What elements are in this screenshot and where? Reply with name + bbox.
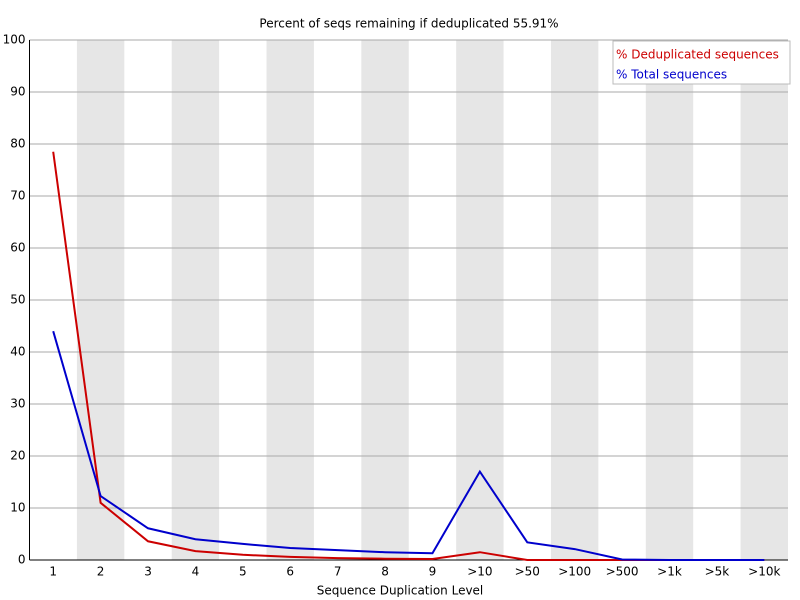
x-tick-label: 2 xyxy=(97,565,105,579)
y-tick-label: 60 xyxy=(10,241,25,255)
y-tick-label: 50 xyxy=(10,293,25,307)
x-tick-label: 6 xyxy=(286,565,294,579)
y-tick-label: 80 xyxy=(10,137,25,151)
x-tick-label: 4 xyxy=(192,565,200,579)
x-tick-label: 7 xyxy=(334,565,342,579)
x-tick-label: >10k xyxy=(748,565,780,579)
y-tick-label: 10 xyxy=(10,501,25,515)
x-tick-label: >1k xyxy=(657,565,682,579)
x-tick-label: 8 xyxy=(381,565,389,579)
x-tick-label: >50 xyxy=(515,565,540,579)
y-tick-label: 0 xyxy=(18,553,26,567)
series-line xyxy=(52,330,765,561)
x-tick-label: 1 xyxy=(49,565,57,579)
x-tick-label: >100 xyxy=(558,565,591,579)
x-tick-label: >5k xyxy=(705,565,730,579)
x-tick-label: >10 xyxy=(467,565,492,579)
chart-title: Percent of seqs remaining if deduplicate… xyxy=(259,17,558,31)
x-tick-label: 5 xyxy=(239,565,247,579)
x-tick-label: 9 xyxy=(429,565,437,579)
legend-entry: % Deduplicated sequences xyxy=(616,48,779,62)
x-tick-label: 3 xyxy=(144,565,152,579)
y-tick-label: 100 xyxy=(3,33,26,47)
y-tick-label: 70 xyxy=(10,189,25,203)
legend: % Deduplicated sequences % Total sequence… xyxy=(612,40,791,85)
y-tick-label: 40 xyxy=(10,345,25,359)
x-axis-label: Sequence Duplication Level xyxy=(317,584,484,598)
y-tick-label: 20 xyxy=(10,449,25,463)
legend-box xyxy=(612,40,791,85)
legend-entry: % Total sequences xyxy=(616,68,727,82)
y-tick-label: 30 xyxy=(10,397,25,411)
y-tick-label: 90 xyxy=(10,85,25,99)
x-tick-label: >500 xyxy=(606,565,639,579)
